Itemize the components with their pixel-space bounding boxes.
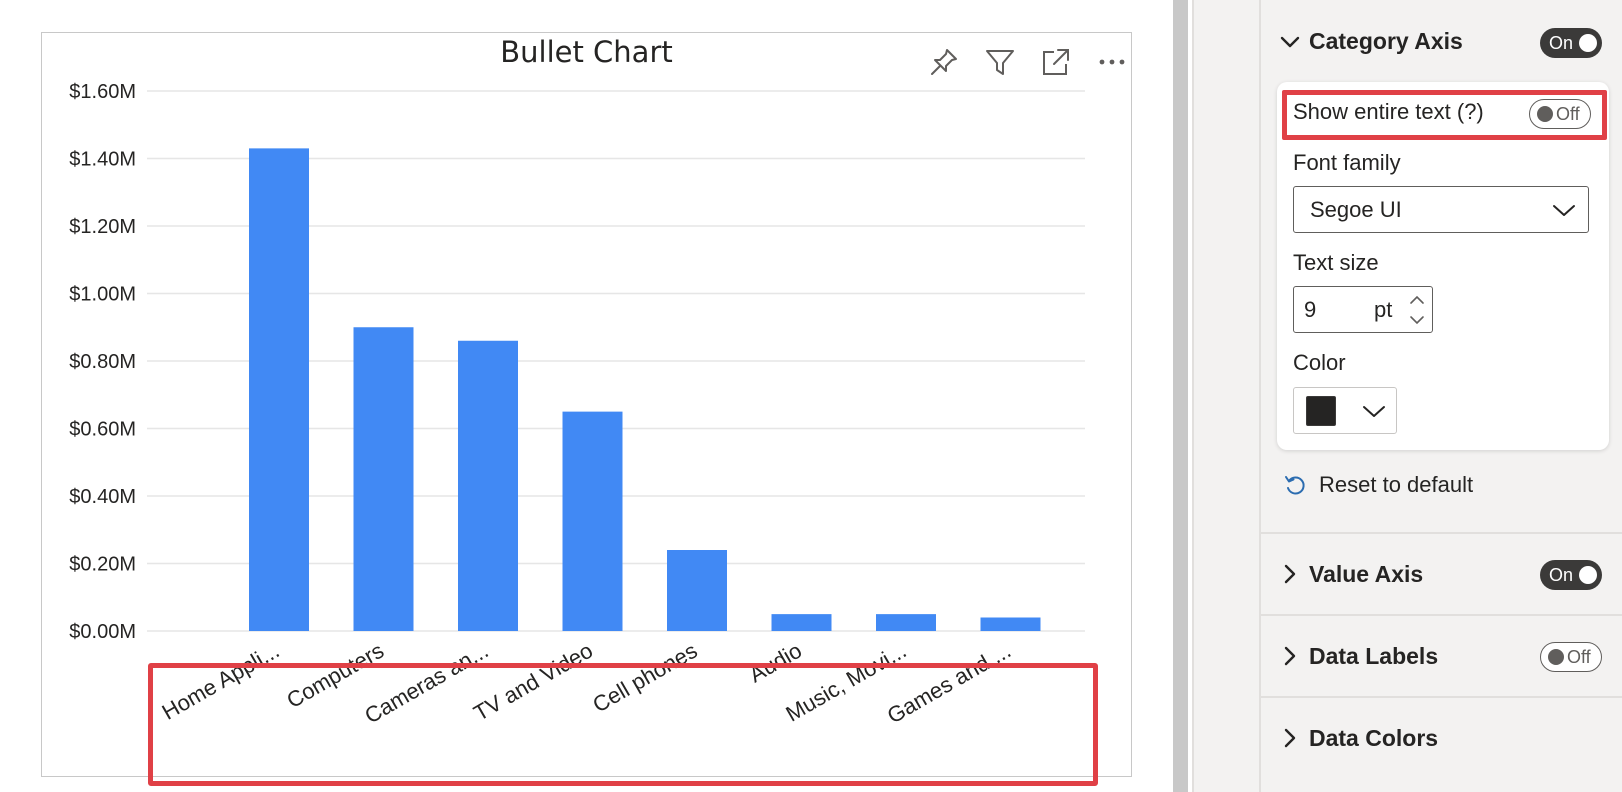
chevron-down-icon <box>1363 406 1385 417</box>
text-size-stepper[interactable]: 9 pt <box>1293 286 1433 333</box>
focus-mode-button[interactable] <box>1037 43 1075 81</box>
filter-button[interactable] <box>981 43 1019 81</box>
reset-to-default-button[interactable]: Reset to default <box>1283 472 1473 498</box>
toggle-knob <box>1579 34 1597 52</box>
reset-label: Reset to default <box>1319 472 1474 497</box>
chevron-right-icon <box>1284 564 1296 584</box>
pin-icon <box>931 49 957 75</box>
visual-header <box>925 43 1131 81</box>
canvas-scrollbar[interactable] <box>1173 0 1188 792</box>
pane-divider <box>1259 0 1261 792</box>
y-tick-label: $0.00M <box>69 621 136 643</box>
bar[interactable] <box>249 148 309 631</box>
toggle-label: On <box>1549 32 1574 53</box>
y-tick-label: $1.20M <box>69 216 136 238</box>
toggle-label: Off <box>1556 103 1580 124</box>
x-category-label: Home Appli... <box>158 638 284 725</box>
font-family-value: Segoe UI <box>1310 196 1402 222</box>
section-category-axis[interactable]: Category Axis On <box>1261 0 1622 84</box>
font-family-label: Font family <box>1293 150 1401 175</box>
y-tick-label: $1.40M <box>69 149 136 171</box>
text-size-unit: pt <box>1374 297 1393 322</box>
bar[interactable] <box>562 411 623 631</box>
section-title: Data Labels <box>1309 643 1439 669</box>
toggle-label: On <box>1549 564 1574 585</box>
section-title: Category Axis <box>1309 28 1463 54</box>
section-data-colors[interactable]: Data Colors <box>1261 696 1622 792</box>
spin-arrows-icon[interactable] <box>1408 291 1426 329</box>
section-title: Data Colors <box>1309 725 1439 751</box>
format-pane: Category Axis On Show entire text (?) Of… <box>1261 0 1622 792</box>
chevron-down-icon <box>1280 36 1300 48</box>
color-label: Color <box>1293 350 1346 375</box>
chart-title: Bullet Chart <box>500 35 673 69</box>
category-axis-card: Show entire text (?) Off Font family Seg… <box>1277 82 1609 450</box>
reset-icon <box>1285 476 1305 495</box>
filter-icon <box>986 50 1014 75</box>
font-family-dropdown[interactable]: Segoe UI <box>1293 186 1589 233</box>
category-axis-toggle[interactable]: On <box>1540 28 1602 58</box>
x-category-label: TV and Video <box>469 638 597 726</box>
bar[interactable] <box>458 340 518 631</box>
report-canvas: Bullet Chart <box>41 32 1132 786</box>
pane-gutter <box>1194 0 1260 792</box>
pin-visual-button[interactable] <box>925 43 963 81</box>
bar-chart: $0.00M $0.20M $0.40M $0.60M $0.80M $1.00M $1.2… <box>69 81 1085 728</box>
toggle-knob <box>1537 106 1553 122</box>
bullet-chart-visual[interactable]: Bullet Chart <box>41 32 1132 777</box>
toggle-knob <box>1548 649 1564 665</box>
section-data-labels[interactable]: Data Labels Off <box>1261 614 1622 698</box>
y-tick-label: $0.20M <box>69 554 136 576</box>
section-title: Value Axis <box>1309 561 1424 587</box>
bar[interactable] <box>353 327 414 631</box>
show-entire-text-toggle[interactable]: Off <box>1529 99 1591 129</box>
text-size-value: 9 <box>1304 297 1317 322</box>
y-tick-label: $0.80M <box>69 351 136 373</box>
bar[interactable] <box>876 614 936 631</box>
y-tick-label: $1.60M <box>69 81 136 103</box>
toggle-label: Off <box>1567 646 1591 667</box>
bar[interactable] <box>980 617 1041 632</box>
divider <box>1192 0 1194 792</box>
value-axis-toggle[interactable]: On <box>1540 560 1602 590</box>
data-labels-toggle[interactable]: Off <box>1540 642 1602 672</box>
x-category-label: Cell phones <box>588 638 701 718</box>
text-size-label: Text size <box>1293 250 1379 275</box>
bar[interactable] <box>667 550 727 631</box>
focus-mode-icon <box>1043 49 1069 75</box>
color-picker[interactable] <box>1293 387 1397 434</box>
chevron-right-icon <box>1284 646 1296 666</box>
bar[interactable] <box>771 614 832 631</box>
chevron-right-icon <box>1284 728 1296 748</box>
y-tick-label: $0.60M <box>69 419 136 441</box>
y-tick-label: $1.00M <box>69 284 136 306</box>
more-options-button[interactable] <box>1093 43 1131 81</box>
section-value-axis[interactable]: Value Axis On <box>1261 532 1622 616</box>
chevron-down-icon <box>1553 205 1575 216</box>
toggle-knob <box>1579 566 1597 584</box>
more-options-icon <box>1099 59 1125 65</box>
color-swatch <box>1306 396 1336 426</box>
show-entire-text-label: Show entire text (?) <box>1293 99 1484 124</box>
x-category-label: Audio <box>745 638 806 688</box>
y-tick-label: $0.40M <box>69 486 136 508</box>
